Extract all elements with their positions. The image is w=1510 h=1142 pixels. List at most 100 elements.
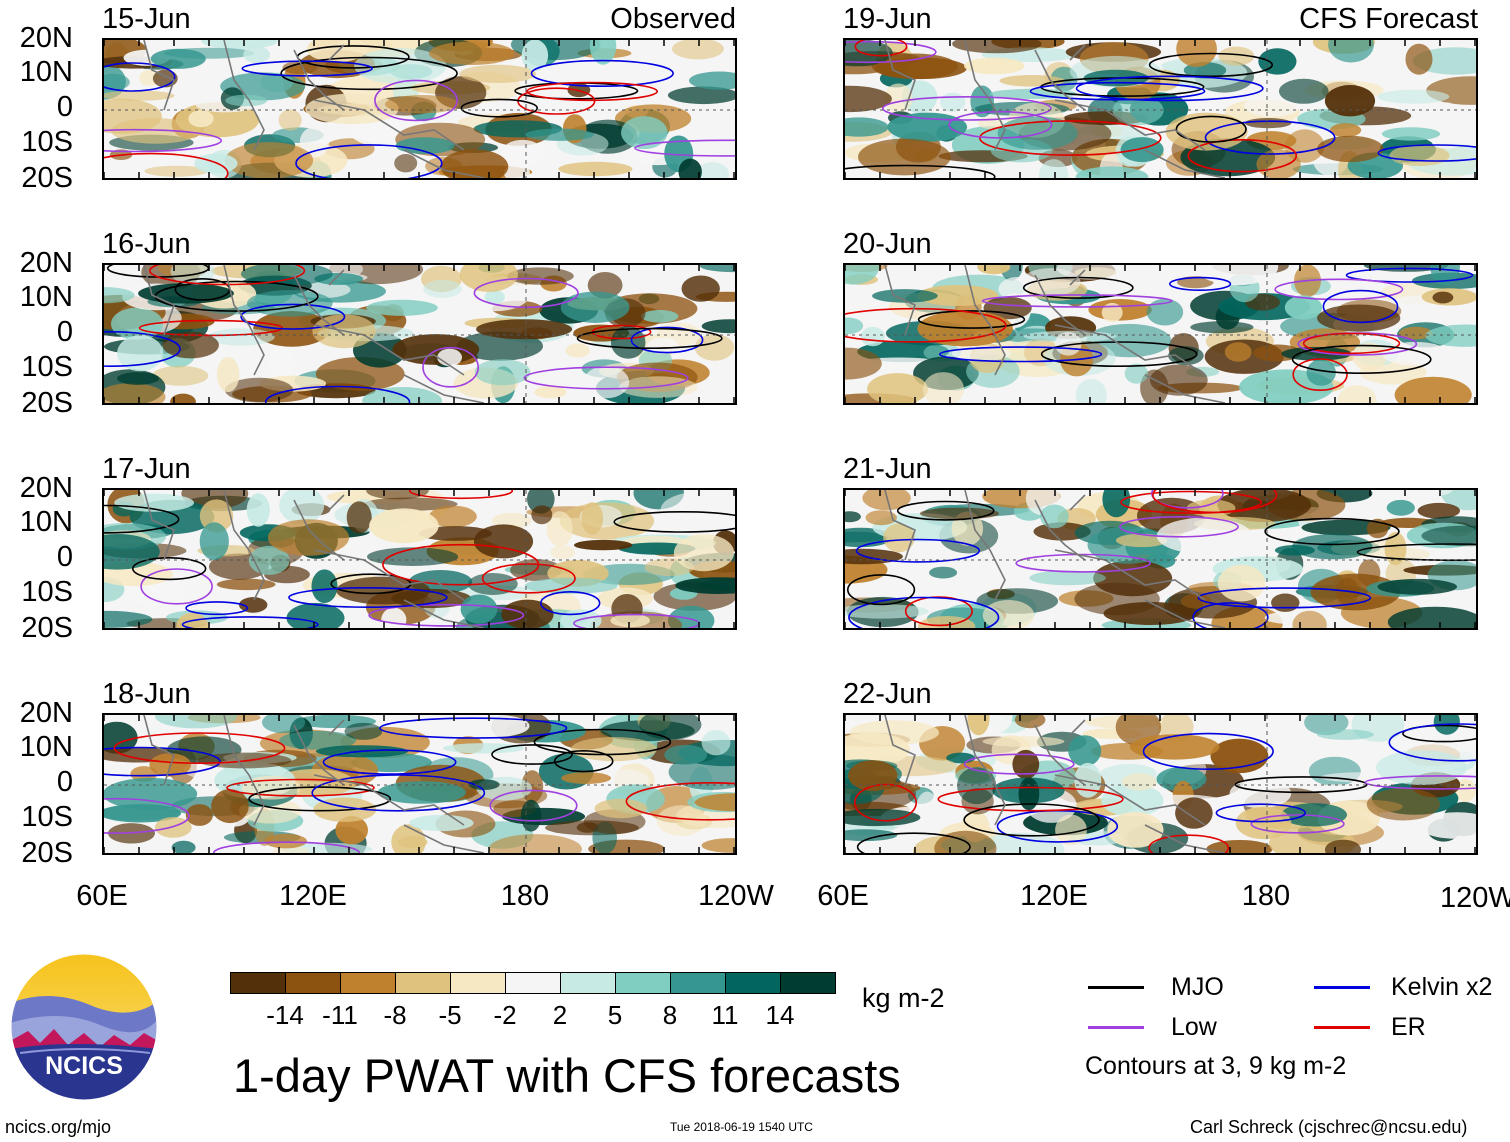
map-panel-observed [102, 38, 737, 180]
pwat-anomaly-blob [1039, 159, 1069, 178]
pwat-anomaly-blob [1120, 137, 1164, 163]
pwat-anomaly-blob [467, 573, 518, 595]
pwat-anomaly-blob [1284, 295, 1323, 320]
pwat-anomaly-blob [929, 566, 958, 579]
colorbar-label: 5 [607, 1000, 623, 1030]
wave-contour [104, 797, 190, 834]
pwat-anomaly-blob [520, 799, 542, 832]
colorbar-label: 2 [552, 1000, 568, 1030]
wave-contour [634, 139, 735, 157]
x-tick-label: 120W [1440, 882, 1510, 914]
pwat-anomaly-blob [697, 106, 735, 126]
pwat-anomaly-blob [1381, 127, 1441, 141]
pwat-anomaly-blob [459, 265, 518, 292]
coastline [143, 490, 485, 628]
site-link[interactable]: ncics.org/mjo [5, 1117, 112, 1137]
colorbar-swatch [725, 972, 781, 994]
pwat-anomaly-blob [1377, 89, 1450, 104]
pwat-anomaly-blob [1235, 806, 1292, 840]
pwat-anomaly-blob [1274, 545, 1315, 556]
wave-contour [1015, 553, 1151, 573]
wave-contour [1197, 587, 1372, 609]
panel-date-title: 16-Jun [102, 228, 191, 260]
pwat-anomaly-blob [170, 393, 196, 403]
pwat-anomaly-blob [1075, 378, 1107, 403]
y-tick-label: 10N [19, 731, 73, 763]
pwat-anomaly-blob [1394, 376, 1472, 403]
wave-contour [1152, 490, 1278, 514]
timestamp: Tue 2018-06-19 1540 UTC [670, 1120, 813, 1134]
pwat-anomaly-blob [1115, 533, 1168, 548]
wave-contour [1192, 602, 1269, 628]
wave-contour [981, 294, 1173, 308]
pwat-anomaly-blob [858, 138, 951, 176]
wave-contour [481, 563, 576, 594]
wave-contour [140, 568, 213, 605]
map-panel-forecast [843, 263, 1478, 405]
map-panel-observed [102, 488, 737, 630]
pwat-anomaly-blob [546, 511, 573, 547]
wave-contour [882, 96, 1052, 121]
pwat-anomaly-blob [394, 154, 418, 173]
wave-contour [1215, 803, 1306, 823]
pwat-anomaly-blob [1292, 610, 1327, 628]
pwat-anomaly-blob [565, 343, 590, 358]
pwat-anomaly-blob [155, 715, 237, 729]
x-tick-label: 60E [76, 880, 128, 912]
wave-contour [1302, 332, 1401, 355]
pwat-anomaly-blob [919, 507, 1000, 520]
pwat-anomaly-blob [664, 744, 708, 765]
coastline [143, 265, 485, 403]
wave-contour [979, 120, 1162, 156]
forecast-label: CFS Forecast [1299, 3, 1478, 35]
pwat-anomaly-blob [152, 365, 209, 386]
pwat-anomaly-blob [1112, 95, 1164, 126]
pwat-anomaly-blob [104, 721, 138, 754]
wave-contour [1234, 776, 1368, 794]
pwat-anomaly-blob [429, 505, 477, 528]
pwat-anomaly-blob [594, 798, 647, 819]
pwat-anomaly-blob [1387, 606, 1476, 628]
pwat-anomaly-blob [278, 109, 302, 131]
pwat-anomaly-blob [872, 289, 938, 303]
wave-contour [104, 62, 176, 92]
pwat-anomaly-blob [550, 545, 576, 560]
legend-swatch-mjo [1088, 986, 1144, 989]
y-tick-label: 20S [21, 387, 73, 419]
pwat-anomaly-blob [104, 610, 153, 628]
legend-label: Kelvin x2 [1391, 973, 1493, 1001]
wave-contour [368, 603, 525, 627]
pwat-anomaly-blob [1324, 839, 1362, 853]
colorbar-label: -11 [322, 1000, 358, 1030]
pwat-anomaly-blob [845, 265, 879, 285]
coastline [884, 265, 1226, 403]
pwat-anomaly-blob [1271, 593, 1300, 612]
pwat-anomaly-blob [583, 365, 630, 399]
y-tick-label: 10S [21, 351, 73, 383]
pwat-anomaly-blob [1101, 302, 1123, 323]
wave-contour [181, 616, 319, 628]
pwat-anomaly-blob [128, 579, 188, 607]
pwat-anomaly-blob [570, 737, 657, 762]
pwat-anomaly-blob [1330, 123, 1362, 138]
wave-contour [853, 783, 918, 822]
pwat-anomaly-blob [589, 40, 617, 65]
pwat-anomaly-blob [694, 793, 735, 812]
pwat-anomaly-blob [1102, 490, 1131, 518]
x-tick-label: 120W [698, 880, 774, 912]
pwat-anomaly-blob [377, 781, 466, 804]
wave-contour [937, 786, 1124, 812]
wave-contour [240, 303, 346, 330]
wave-contour [1040, 341, 1198, 368]
panel-date-title: 18-Jun [102, 678, 191, 710]
wave-contour [185, 601, 249, 616]
y-tick-label: 20S [21, 612, 73, 644]
wave-contour [1029, 81, 1206, 101]
pwat-anomaly-blob [150, 48, 206, 69]
wave-contour [1402, 724, 1476, 743]
pwat-anomaly-blob [286, 602, 345, 628]
x-tick-label: 180 [500, 880, 550, 912]
pwat-anomaly-blob [678, 158, 702, 178]
pwat-anomaly-blob [437, 348, 462, 367]
pwat-anomaly-blob [1398, 326, 1433, 340]
